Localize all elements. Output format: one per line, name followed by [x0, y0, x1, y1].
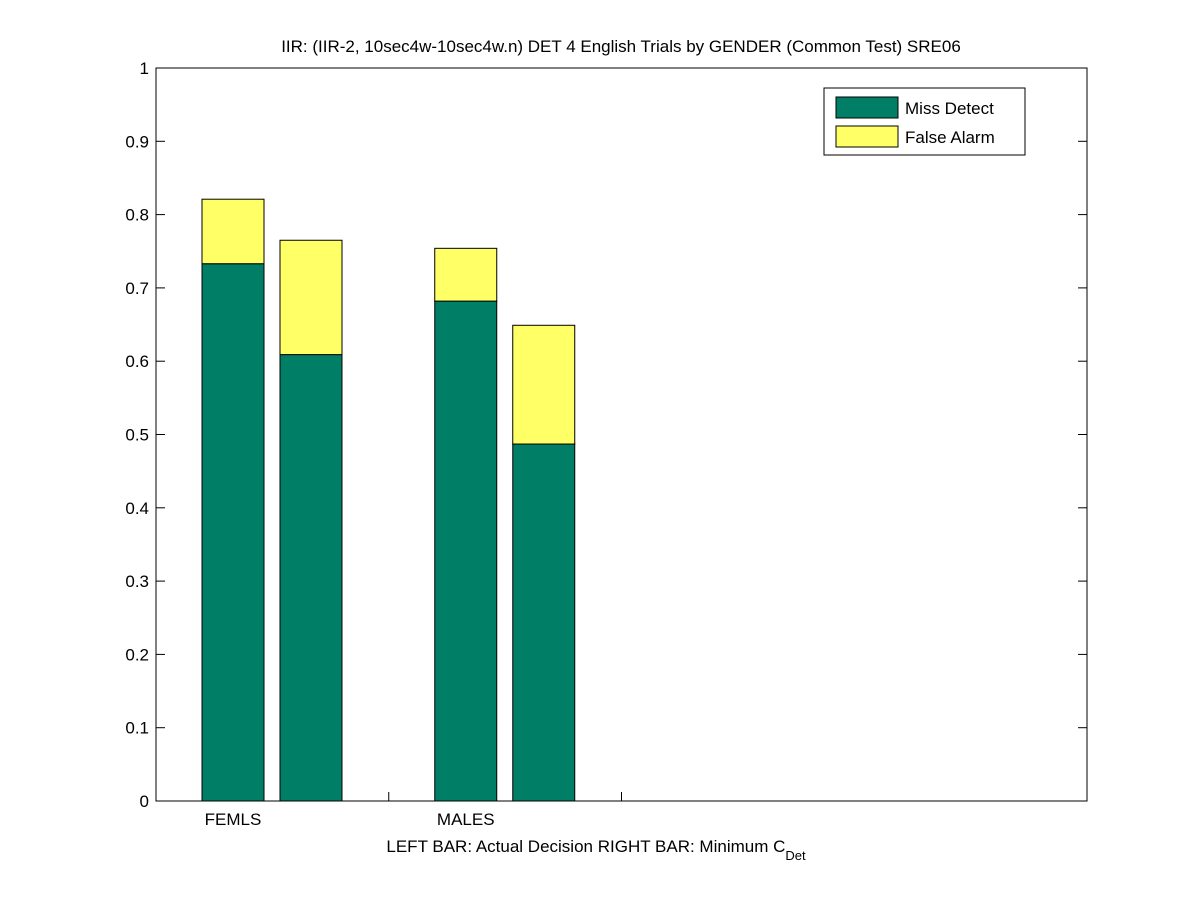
legend-label-miss-detect: Miss Detect [905, 99, 994, 118]
x-axis-label: LEFT BAR: Actual Decision RIGHT BAR: Min… [386, 837, 806, 863]
y-tick-label: 0.5 [125, 426, 149, 445]
x-tick-label: FEMLS [205, 810, 262, 829]
y-tick-label: 0.3 [125, 572, 149, 591]
legend-swatch-miss-detect [835, 96, 899, 119]
bar-males-actual-miss-detect [434, 300, 498, 802]
bar-femls-actual-miss-detect [201, 263, 265, 802]
y-tick-label: 0.4 [125, 499, 149, 518]
x-tick-label: MALES [437, 810, 495, 829]
bar-femls-actual-false-alarm [201, 198, 265, 265]
bar-males-minimum-miss-detect [512, 443, 576, 802]
y-tick-label: 0.2 [125, 645, 149, 664]
legend-label-false-alarm: False Alarm [905, 128, 995, 147]
x-axis-label-subscript: Det [785, 848, 806, 863]
bar-femls-minimum-false-alarm [279, 239, 343, 356]
bar-femls-minimum-miss-detect [279, 354, 343, 802]
legend: Miss Detect False Alarm [823, 87, 1026, 156]
y-tick-label: 0.6 [125, 352, 149, 371]
bars-layer [201, 198, 576, 802]
y-tick-label: 0.8 [125, 206, 149, 225]
x-axis-label-main: LEFT BAR: Actual Decision RIGHT BAR: Min… [386, 837, 785, 856]
y-tick-label: 0 [140, 792, 149, 811]
bar-males-actual-false-alarm [434, 247, 498, 302]
legend-swatch-false-alarm [835, 125, 899, 148]
axes-layer: FEMLS MALES 0 0.1 0.2 0.3 0.4 0.5 0.6 0.7 0.8 0.9 1 [125, 59, 1087, 829]
y-tick-label: 0.9 [125, 132, 149, 151]
bar-males-minimum-false-alarm [512, 324, 576, 445]
chart-title: IIR: (IIR-2, 10sec4w-10sec4w.n) DET 4 En… [281, 37, 961, 56]
y-tick-label: 1 [140, 59, 149, 78]
y-tick-label: 0.1 [125, 719, 149, 738]
y-tick-label: 0.7 [125, 279, 149, 298]
